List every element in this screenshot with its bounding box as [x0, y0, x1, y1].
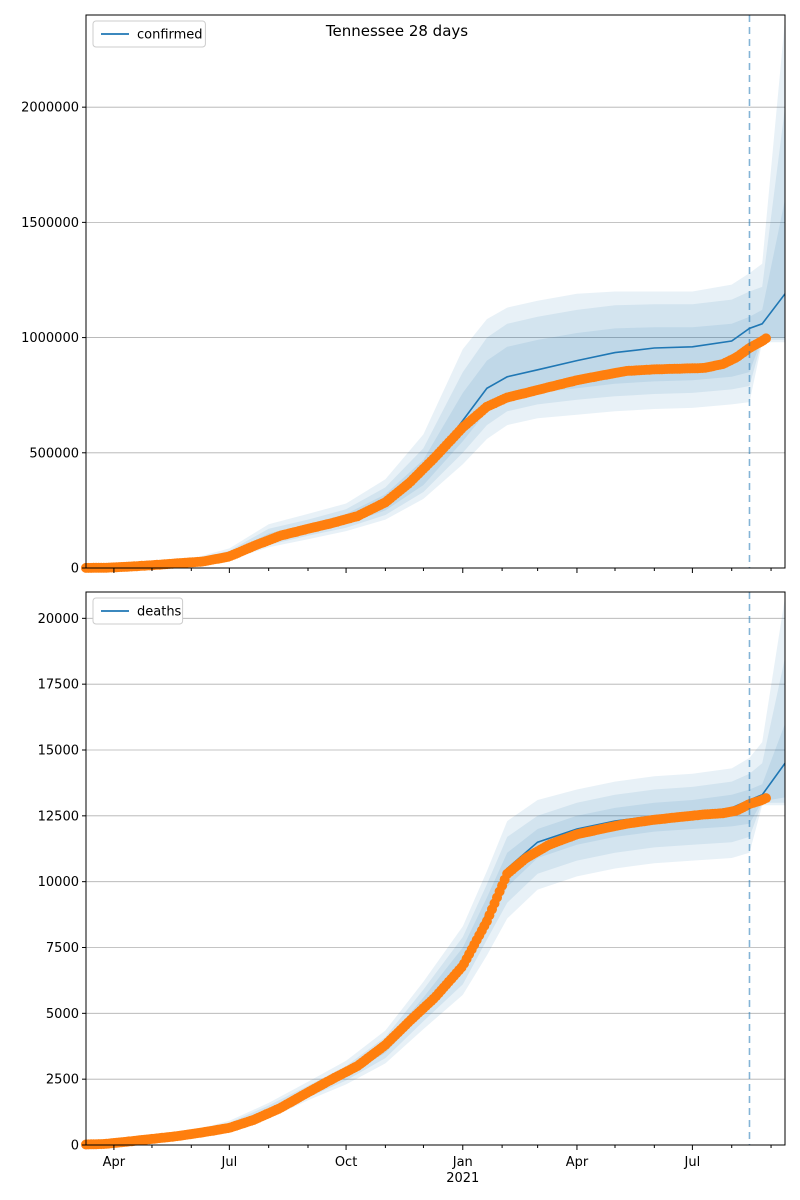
confirmed-bands [86, 19, 785, 568]
deaths-band-2 [86, 657, 785, 1145]
x-tick-label: Jul [221, 1155, 238, 1170]
confirmed-y-ticks: 0 500000 1000000 1500000 2000000 [21, 101, 86, 577]
deaths-legend-label: deaths [137, 605, 182, 620]
deaths-y-tick-label: 20000 [38, 612, 79, 627]
confirmed-x-ticks [113, 568, 772, 573]
deaths-y-tick-label: 7500 [46, 941, 79, 956]
confirmed-y-tick-label: 500000 [29, 446, 79, 461]
deaths-legend: deaths [92, 597, 184, 625]
deaths-legend-box [92, 597, 184, 625]
confirmed-legend-label: confirmed [137, 28, 203, 43]
confirmed-legend: confirmed [92, 20, 206, 48]
x-axis-year-label: 2021 [446, 1171, 479, 1186]
confirmed-observed-points [81, 333, 771, 573]
confirmed-observed-point [761, 333, 771, 344]
deaths-panel: 0 2500 5000 7500 10000 12500 15000 17500 20000 A… [38, 591, 786, 1170]
deaths-observed-points [81, 793, 771, 1150]
confirmed-y-tick-label: 1500000 [21, 216, 79, 231]
deaths-band-3 [86, 597, 785, 1145]
deaths-bands [86, 597, 785, 1145]
x-tick-label: Jan [452, 1155, 473, 1170]
deaths-y-ticks: 0 2500 5000 7500 10000 12500 15000 17500 20000 [38, 612, 86, 1154]
deaths-y-tick-label: 5000 [46, 1007, 79, 1022]
chart-title: Tennessee 28 days [325, 22, 468, 40]
confirmed-legend-box [92, 20, 206, 48]
deaths-y-tick-label: 10000 [38, 875, 79, 890]
deaths-y-tick-label: 17500 [38, 678, 79, 693]
deaths-y-tick-label: 15000 [38, 744, 79, 759]
x-tick-label: Apr [566, 1155, 589, 1170]
confirmed-panel: 0 500000 1000000 1500000 2000000 confirmed [21, 14, 786, 577]
confirmed-y-tick-label: 1000000 [21, 331, 79, 346]
x-tick-label: Apr [103, 1155, 126, 1170]
deaths-observed-point [761, 793, 771, 804]
deaths-x-ticks: Apr Jul Oct Jan Apr Jul [103, 1145, 772, 1170]
x-tick-label: Oct [335, 1155, 357, 1170]
deaths-grid [86, 617, 785, 1146]
confirmed-band-2 [86, 107, 785, 568]
x-tick-label: Jul [684, 1155, 701, 1170]
deaths-y-tick-label: 12500 [38, 809, 79, 824]
deaths-y-tick-label: 2500 [46, 1073, 79, 1088]
deaths-axes-frame [85, 591, 786, 1146]
confirmed-y-tick-label: 0 [71, 562, 79, 577]
confirmed-y-tick-label: 2000000 [21, 101, 79, 116]
deaths-y-tick-label: 0 [71, 1139, 79, 1154]
confirmed-axes-frame [85, 14, 786, 569]
confirmed-band-3 [86, 19, 785, 568]
